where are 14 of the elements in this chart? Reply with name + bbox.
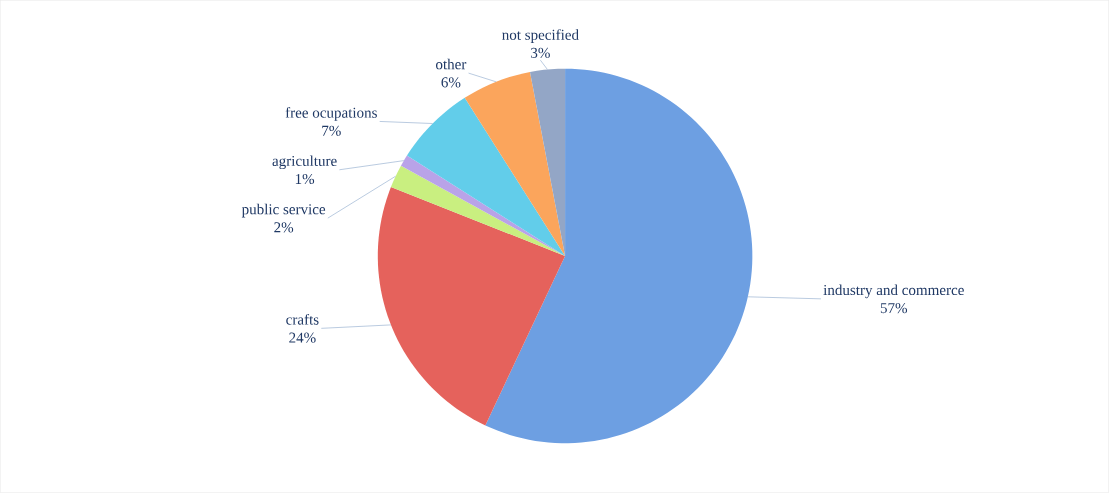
data-label: 7% [322,125,341,136]
data-label: 2% [274,222,294,233]
slice-label: other [436,58,467,70]
data-label: 57% [880,303,908,314]
data-label: 3% [531,47,550,59]
slice-label: agriculture [272,155,337,170]
slice-label: not specified [502,29,579,44]
slice-label: public service [241,203,326,218]
slice-label: industry and commerce [823,284,964,299]
data-label: 24% [289,332,316,343]
slice-label: free ocupations [285,107,377,121]
slice-label: crafts [286,314,319,325]
data-label: 6% [441,77,461,88]
data-label: 1% [295,174,315,185]
